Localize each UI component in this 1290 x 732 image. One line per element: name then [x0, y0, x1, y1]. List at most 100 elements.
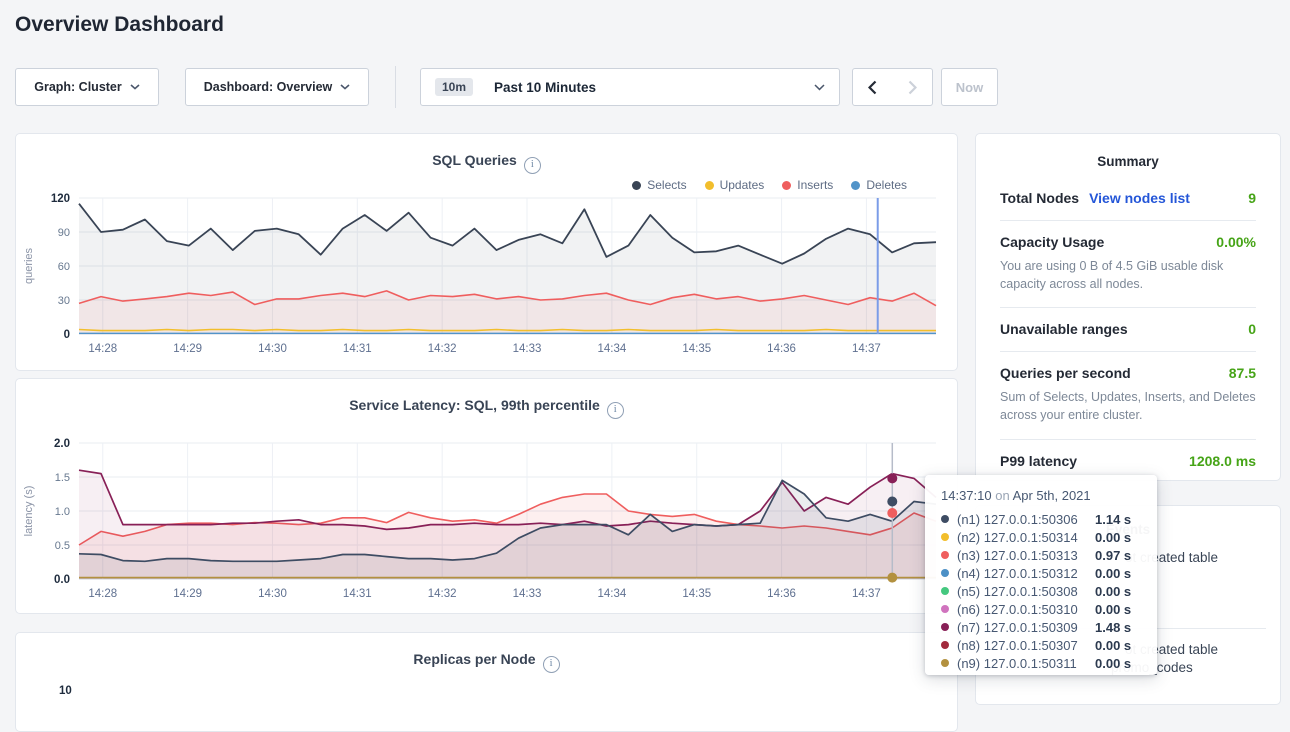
capacity-usage-label: Capacity Usage — [1000, 234, 1104, 250]
legend-item-updates[interactable]: Updates — [705, 178, 765, 192]
time-range-badge: 10m — [435, 78, 473, 96]
svg-text:14:33: 14:33 — [513, 588, 542, 600]
node-latency-value: 0.00 s — [1095, 584, 1143, 599]
node-address: (n1) 127.0.0.1:50306 — [957, 512, 1078, 527]
node-latency-value: 0.00 s — [1095, 602, 1143, 617]
sql-queries-plot[interactable]: 030609012014:2814:2914:3014:3114:3214:33… — [16, 192, 959, 369]
svg-text:60: 60 — [58, 261, 70, 273]
node-latency-value: 0.00 s — [1095, 530, 1143, 545]
node-latency-value: 0.00 s — [1095, 638, 1143, 653]
svg-text:14:30: 14:30 — [258, 343, 287, 355]
capacity-usage-desc: You are using 0 B of 4.5 GiB usable disk… — [1000, 257, 1256, 293]
svg-text:14:34: 14:34 — [597, 588, 626, 600]
chevron-right-icon — [908, 80, 917, 95]
tooltip-row: (n7) 127.0.0.1:50309 1.48 s — [941, 618, 1143, 636]
info-icon[interactable] — [524, 157, 541, 174]
svg-text:14:34: 14:34 — [597, 343, 626, 355]
graph-dropdown-label: Graph: Cluster — [34, 80, 122, 94]
legend-label: Updates — [720, 178, 765, 192]
node-color-dot — [941, 569, 949, 577]
node-address: (n7) 127.0.0.1:50309 — [957, 620, 1078, 635]
toolbar-divider — [395, 66, 396, 108]
summary-row-unavailable-ranges: Unavailable ranges 0 — [1000, 307, 1256, 351]
time-forward-button[interactable] — [892, 68, 933, 106]
chevron-down-icon — [130, 84, 140, 90]
info-icon[interactable] — [543, 656, 560, 673]
svg-text:latency (s): latency (s) — [23, 486, 35, 537]
qps-label: Queries per second — [1000, 365, 1131, 381]
summary-row-capacity: Capacity Usage 0.00% You are using 0 B o… — [1000, 220, 1256, 307]
svg-text:14:29: 14:29 — [173, 588, 202, 600]
sql-queries-card: SQL Queries Selects Updates Inserts Deletes… — [15, 133, 958, 371]
tooltip-row: (n6) 127.0.0.1:50310 0.00 s — [941, 600, 1143, 618]
info-icon[interactable] — [607, 402, 624, 419]
svg-text:2.0: 2.0 — [54, 438, 70, 450]
tooltip-on: on — [992, 488, 1013, 503]
legend-label: Selects — [647, 178, 686, 192]
svg-text:14:31: 14:31 — [343, 588, 372, 600]
p99-latency-value: 1208.0 ms — [1189, 453, 1256, 469]
node-address: (n3) 127.0.0.1:50313 — [957, 548, 1078, 563]
sql-queries-title-text: SQL Queries — [432, 152, 517, 168]
svg-text:14:31: 14:31 — [343, 343, 372, 355]
tooltip-date: Apr 5th, 2021 — [1013, 488, 1091, 503]
capacity-usage-value: 0.00% — [1216, 234, 1256, 250]
svg-text:14:37: 14:37 — [852, 588, 881, 600]
summary-header: Summary — [1000, 134, 1256, 177]
legend-dot — [782, 181, 791, 190]
service-latency-title-text: Service Latency: SQL, 99th percentile — [349, 397, 600, 413]
legend-item-inserts[interactable]: Inserts — [782, 178, 833, 192]
replicas-per-node-title: Replicas per Node — [16, 651, 957, 673]
node-address: (n8) 127.0.0.1:50307 — [957, 638, 1078, 653]
qps-desc: Sum of Selects, Updates, Inserts, and De… — [1000, 388, 1256, 424]
time-range-label: Past 10 Minutes — [494, 80, 596, 95]
tooltip-row: (n3) 127.0.0.1:503130.97 s — [941, 546, 1143, 564]
svg-text:30: 30 — [58, 295, 70, 307]
legend-item-deletes[interactable]: Deletes — [851, 178, 907, 192]
replicas-ymax-tick: 10 — [59, 685, 72, 697]
svg-text:0.5: 0.5 — [55, 540, 70, 552]
chevron-left-icon — [868, 80, 877, 95]
node-color-dot — [941, 533, 949, 541]
time-back-button[interactable] — [852, 68, 893, 106]
service-latency-plot[interactable]: 0.00.51.01.52.014:2814:2914:3014:3114:32… — [16, 437, 959, 614]
service-latency-chart[interactable]: 0.00.51.01.52.014:2814:2914:3014:3114:32… — [16, 437, 959, 609]
sql-queries-legend: Selects Updates Inserts Deletes — [632, 178, 907, 192]
node-address: (n6) 127.0.0.1:50310 — [957, 602, 1078, 617]
node-color-dot — [941, 551, 949, 559]
tooltip-row: (n8) 127.0.0.1:50307 0.00 s — [941, 636, 1143, 654]
svg-text:14:35: 14:35 — [682, 343, 711, 355]
qps-value: 87.5 — [1229, 365, 1256, 381]
svg-text:90: 90 — [58, 227, 70, 239]
node-color-dot — [941, 641, 949, 649]
chevron-down-icon — [814, 84, 825, 91]
svg-text:14:32: 14:32 — [428, 343, 457, 355]
total-nodes-label: Total Nodes — [1000, 190, 1079, 206]
node-latency-value: 1.14 s — [1095, 512, 1143, 527]
svg-text:14:36: 14:36 — [767, 343, 796, 355]
legend-dot — [705, 181, 714, 190]
svg-text:1.5: 1.5 — [55, 472, 70, 484]
chart-hover-tooltip: 14:37:10 on Apr 5th, 2021 (n1) 127.0.0.1… — [925, 475, 1157, 675]
sql-queries-chart[interactable]: 030609012014:2814:2914:3014:3114:3214:33… — [16, 192, 959, 364]
svg-text:14:36: 14:36 — [767, 588, 796, 600]
svg-text:14:28: 14:28 — [88, 588, 117, 600]
node-color-dot — [941, 659, 949, 667]
view-nodes-list-link[interactable]: View nodes list — [1089, 190, 1190, 206]
service-latency-title: Service Latency: SQL, 99th percentile — [16, 397, 957, 419]
svg-text:14:29: 14:29 — [173, 343, 202, 355]
tooltip-row: (n9) 127.0.0.1:503110.00 s — [941, 654, 1143, 672]
legend-item-selects[interactable]: Selects — [632, 178, 686, 192]
graph-dropdown[interactable]: Graph: Cluster — [15, 68, 159, 106]
node-address: (n9) 127.0.0.1:50311 — [957, 656, 1077, 671]
dashboard-dropdown[interactable]: Dashboard: Overview — [185, 68, 369, 106]
node-color-dot — [941, 515, 949, 523]
svg-text:14:37: 14:37 — [852, 343, 881, 355]
time-range-select[interactable]: 10m Past 10 Minutes — [420, 68, 840, 106]
tooltip-row: (n1) 127.0.0.1:50306 1.14 s — [941, 510, 1143, 528]
now-button[interactable]: Now — [941, 68, 998, 106]
node-latency-value: 1.48 s — [1095, 620, 1143, 635]
total-nodes-value: 9 — [1248, 190, 1256, 206]
unavailable-ranges-value: 0 — [1248, 321, 1256, 337]
replicas-per-node-title-text: Replicas per Node — [413, 651, 535, 667]
